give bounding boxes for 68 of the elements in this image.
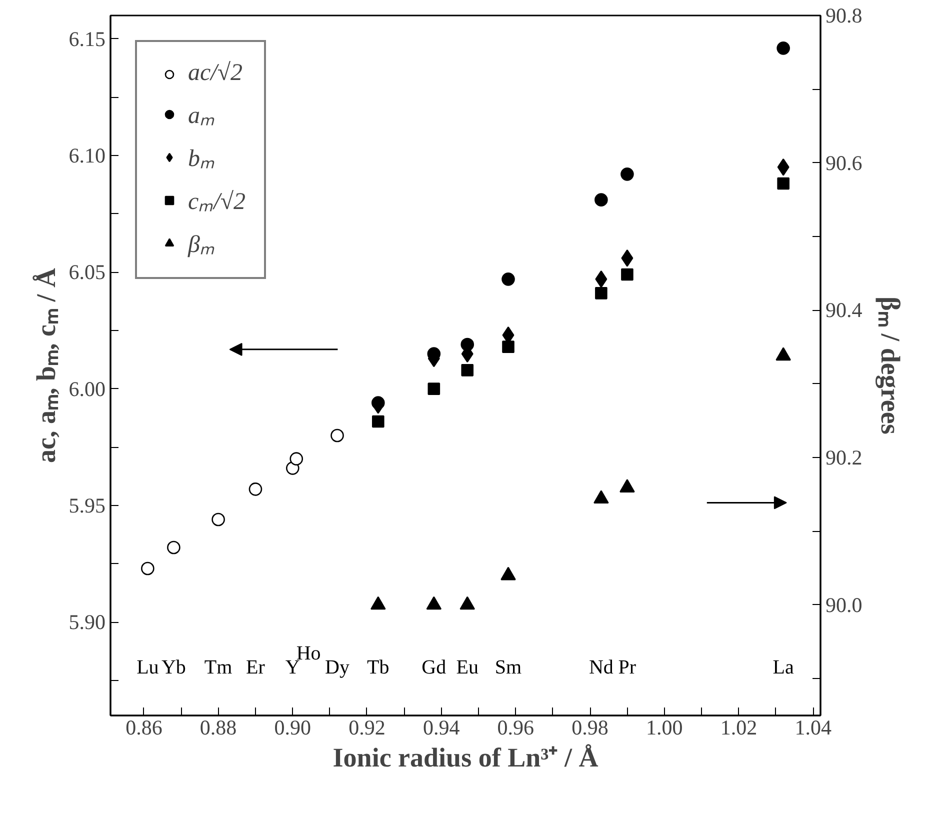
y-tick-label: 6.00 bbox=[68, 376, 106, 401]
annotation: Tb bbox=[367, 656, 390, 678]
point bbox=[594, 490, 609, 504]
point bbox=[290, 452, 304, 466]
y-tick-label: 6.10 bbox=[68, 144, 106, 168]
annotation: Dy bbox=[325, 656, 350, 678]
point bbox=[167, 540, 180, 554]
legend-label: bₘ bbox=[188, 145, 215, 173]
point bbox=[594, 193, 608, 206]
y2-tick-label: 90.4 bbox=[826, 298, 863, 322]
point bbox=[330, 428, 344, 442]
y-tick-label: 5.95 bbox=[68, 494, 106, 518]
x-tick-label: 1.02 bbox=[720, 716, 758, 740]
x-tick-label: 0.88 bbox=[200, 716, 237, 740]
point bbox=[776, 42, 790, 55]
x-tick-label: 0.94 bbox=[422, 716, 460, 740]
y2-tick-label: 90.8 bbox=[826, 4, 862, 28]
legend-label: ac/√2 bbox=[188, 60, 242, 87]
y2-tick-label: 90.0 bbox=[826, 592, 862, 617]
point bbox=[595, 270, 608, 288]
y-axis-title: ac, aₘ, bₘ, cₘ / Å bbox=[30, 268, 61, 463]
x-tick-label: 0.90 bbox=[274, 716, 312, 740]
point bbox=[777, 158, 790, 176]
point bbox=[248, 482, 262, 496]
y-tick-label: 6.05 bbox=[68, 260, 106, 284]
point bbox=[460, 596, 476, 610]
point bbox=[502, 272, 515, 286]
point bbox=[620, 479, 635, 493]
x-tick-label: 0.92 bbox=[348, 716, 386, 740]
point bbox=[212, 512, 225, 526]
annotation: La bbox=[772, 656, 794, 678]
annotation: Nd bbox=[588, 656, 614, 678]
annotation: Tm bbox=[204, 656, 233, 678]
annotation: Eu bbox=[456, 656, 478, 678]
legend-label: aₘ bbox=[188, 102, 215, 130]
x-tick-label: 0.96 bbox=[497, 716, 534, 740]
legend-label: βₘ bbox=[188, 231, 215, 259]
x-tick-label: 0.98 bbox=[572, 716, 608, 740]
point bbox=[595, 287, 608, 300]
annotation: Yb bbox=[161, 656, 186, 678]
point bbox=[426, 596, 442, 610]
point bbox=[428, 382, 440, 395]
y2-axis-title: βₘ / degrees bbox=[875, 296, 906, 434]
point bbox=[141, 562, 154, 576]
x-tick-label: 1.00 bbox=[646, 716, 683, 740]
point bbox=[776, 347, 791, 361]
x-tick-label: 0.86 bbox=[126, 716, 162, 740]
annotation: Gd bbox=[422, 656, 446, 678]
annotation: Sm bbox=[494, 656, 522, 678]
point bbox=[370, 596, 386, 610]
point bbox=[461, 364, 474, 376]
point bbox=[372, 415, 384, 428]
x-tick-label: 1.04 bbox=[794, 716, 832, 740]
point bbox=[621, 250, 634, 267]
legend-label: cₘ/√2 bbox=[188, 188, 246, 216]
point bbox=[502, 340, 514, 353]
point bbox=[621, 268, 634, 281]
annotation: Pr bbox=[618, 656, 636, 678]
annotation: Lu bbox=[136, 656, 159, 678]
y-tick-label: 5.90 bbox=[68, 610, 106, 634]
point bbox=[777, 177, 790, 190]
y2-tick-label: 90.6 bbox=[826, 150, 862, 175]
annotation: Er bbox=[246, 656, 266, 678]
point bbox=[500, 566, 516, 580]
x-axis-title: Ionic radius of Ln³⁺ / Å bbox=[332, 742, 599, 772]
point bbox=[620, 168, 634, 181]
y-tick-label: 6.15 bbox=[68, 26, 106, 51]
y2-tick-label: 90.2 bbox=[826, 446, 862, 470]
